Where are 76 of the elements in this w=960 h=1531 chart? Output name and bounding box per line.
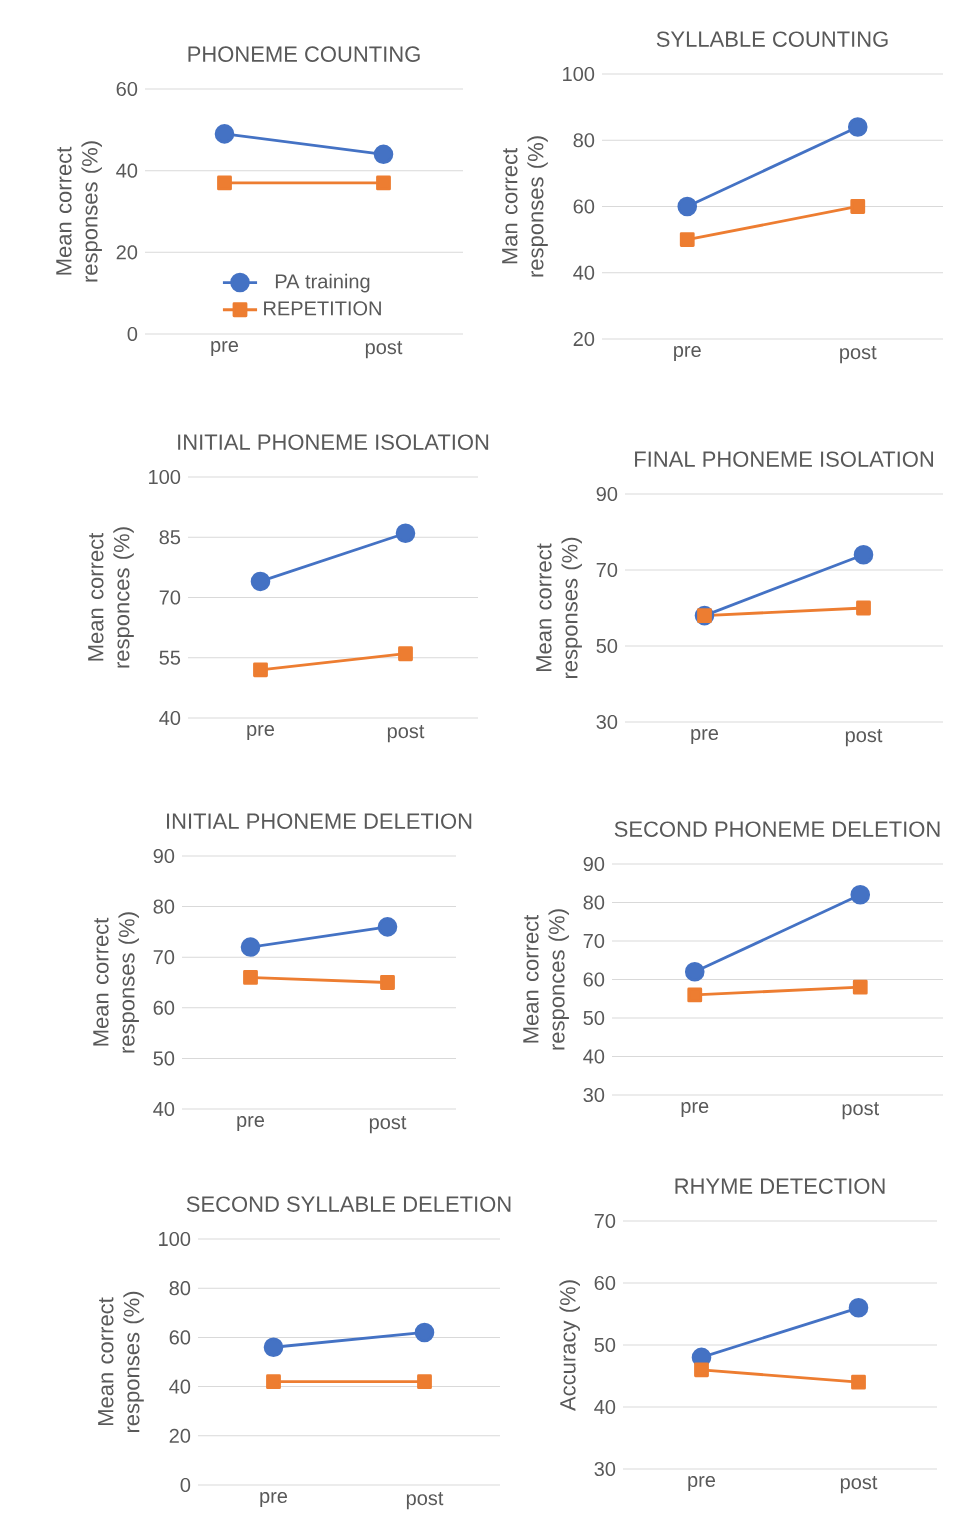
y-tick-label: 20 (116, 245, 138, 260)
y-axis-title: Mean correct responces (%) (523, 909, 569, 1050)
y-tick-label: 40 (573, 265, 595, 280)
legend-label: PA training (275, 273, 370, 293)
y-tick-label: 60 (573, 199, 595, 214)
chart-title: INITIAL PHONEME ISOLATION (178, 434, 489, 450)
y-axis-title: Mean correct responses (%) (536, 537, 582, 679)
y-axis-title: Mean correct responses (%) (56, 141, 102, 282)
y-tick-label: 70 (159, 590, 181, 605)
y-tick-label: 50 (594, 1337, 616, 1353)
x-tick-label: pre (681, 1102, 709, 1117)
y-tick-label: 40 (594, 1399, 616, 1415)
x-tick-label: pre (260, 1492, 288, 1507)
y-tick-label: 100 (149, 469, 181, 485)
y-tick-label: 85 (159, 530, 181, 545)
x-tick-label: post (840, 346, 877, 364)
chart-title: RHYME DETECTION (675, 1178, 885, 1194)
chart-title: FINAL PHONEME ISOLATION (635, 451, 933, 467)
y-tick-label: 20 (573, 331, 595, 347)
y-tick-label: 40 (583, 1049, 605, 1064)
chart-title: SYLLABLE COUNTING (656, 31, 888, 47)
x-tick-label: pre (674, 346, 701, 361)
y-tick-label: 30 (583, 1087, 605, 1103)
x-tick-label: post (365, 341, 403, 359)
y-tick-label: 80 (573, 133, 595, 148)
y-tick-label: 90 (583, 856, 605, 872)
y-tick-label: 60 (583, 972, 605, 987)
y-tick-label: 50 (153, 1051, 175, 1066)
y-tick-label: 70 (596, 562, 618, 578)
x-tick-label: post (840, 1476, 878, 1494)
y-axis-title: Mean correct responces (%) (88, 527, 134, 668)
x-tick-label: post (842, 1102, 880, 1120)
y-axis-title: Mean correct responses (%) (98, 1291, 144, 1433)
y-tick-label: 100 (159, 1231, 191, 1247)
y-tick-label: 20 (169, 1428, 191, 1443)
y-tick-label: 80 (169, 1281, 191, 1296)
y-tick-label: 80 (153, 899, 175, 914)
x-tick-label: pre (691, 729, 719, 744)
y-tick-label: 70 (583, 933, 605, 949)
y-tick-label: 0 (127, 326, 138, 342)
legend-label: REPETITION (264, 301, 381, 316)
y-tick-label: 90 (596, 486, 618, 502)
x-tick-label: pre (688, 1476, 716, 1491)
y-tick-label: 30 (594, 1461, 616, 1477)
x-tick-label: pre (237, 1116, 265, 1131)
y-tick-label: 30 (596, 714, 618, 730)
y-tick-label: 55 (159, 650, 181, 665)
y-tick-label: 0 (180, 1477, 191, 1493)
y-tick-label: 60 (153, 1000, 175, 1015)
x-tick-label: post (845, 729, 883, 747)
chart-title: PHONEME COUNTING (188, 46, 420, 62)
x-tick-label: post (387, 725, 425, 743)
y-tick-label: 60 (116, 81, 138, 97)
y-tick-label: 40 (159, 710, 181, 726)
x-tick-label: post (369, 1116, 407, 1134)
y-tick-label: 80 (583, 895, 605, 910)
chart-title: INITIAL PHONEME DELETION (167, 813, 472, 829)
x-tick-label: pre (211, 341, 239, 356)
y-tick-label: 50 (583, 1010, 605, 1026)
x-tick-label: pre (247, 725, 275, 740)
y-tick-label: 60 (594, 1275, 616, 1291)
y-tick-label: 40 (116, 163, 138, 178)
y-tick-label: 90 (153, 848, 175, 864)
x-tick-label: post (406, 1492, 444, 1510)
chart-title: SECOND SYLLABLE DELETION (186, 1196, 511, 1212)
y-tick-label: 70 (594, 1213, 616, 1229)
y-tick-label: 40 (153, 1101, 175, 1117)
y-tick-label: 70 (153, 950, 175, 965)
y-axis-title: Mean correct responses (%) (93, 912, 139, 1053)
y-axis-title: Man correct responses (%) (502, 136, 548, 277)
y-tick-label: 50 (596, 638, 618, 654)
y-tick-label: 100 (563, 66, 595, 82)
y-tick-label: 60 (169, 1330, 191, 1345)
y-axis-title: Accuracy (%) (559, 1280, 580, 1411)
chart-title: SECOND PHONEME DELETION (614, 821, 940, 837)
y-tick-label: 40 (169, 1379, 191, 1394)
